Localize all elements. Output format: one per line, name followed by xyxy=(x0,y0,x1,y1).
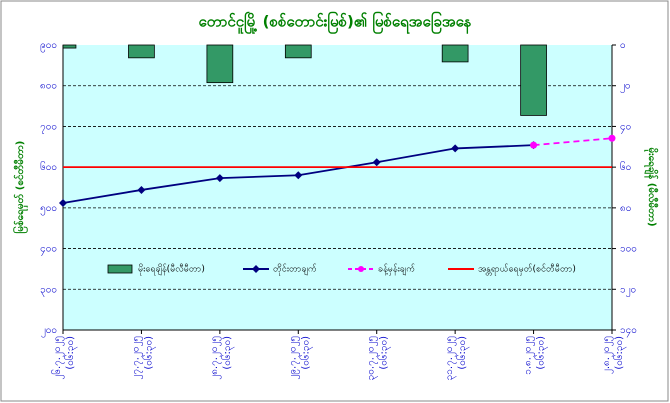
marker xyxy=(608,134,616,142)
x-tick-label: ၂၉.၇.၂၀၂၅ xyxy=(287,336,300,380)
legend-swatch xyxy=(107,264,133,274)
marker xyxy=(294,171,303,180)
x-tick-label: ၂၇.၇.၂၀၂၅ xyxy=(130,336,143,380)
y-tick-label: ၄၀၀ xyxy=(40,244,57,257)
x-tick-time: (၀၆:၃၀) xyxy=(534,336,549,370)
marker xyxy=(530,141,538,149)
marker xyxy=(215,174,224,183)
x-tick-label: ၂၆.၇.၂၀၂၅ xyxy=(50,336,65,380)
y2-tick-label: ၂၀ xyxy=(620,81,631,94)
y2-tick-label: ၀ xyxy=(620,40,626,51)
y-tick-label: ၂၀၀ xyxy=(41,325,57,338)
line xyxy=(533,137,613,147)
y-tick-label: ၅၀၀ xyxy=(40,203,57,216)
y2-tick-label: ၆၀ xyxy=(620,160,631,173)
x-tick-time: (၀၆:၃၀) xyxy=(141,336,156,370)
y2-axis-title: မိုးရေချိန် (မီလီမီတာ) xyxy=(643,147,659,226)
bar xyxy=(520,44,547,116)
bar xyxy=(441,44,469,63)
y2-tick-label: ၄၀ xyxy=(620,121,631,134)
bar xyxy=(284,44,312,59)
y2-tick-label: ၈၀ xyxy=(620,203,631,214)
marker xyxy=(372,158,381,167)
x-tick-label: ၂.၈.၂၀၂၅ xyxy=(601,336,614,374)
y-tick-label: ၆၀၀ xyxy=(40,160,57,173)
bar xyxy=(206,44,234,84)
legend-label: တိုင်းတာချက် xyxy=(273,264,317,276)
y-tick-label: ၈၀၀ xyxy=(40,81,57,92)
y2-tick-label: ၁၀၀ xyxy=(620,244,637,255)
x-tick-label: ၃၁.၇.၂၀၂၅ xyxy=(444,336,457,380)
x-tick-label: ၁.၈.၂၀၂၅ xyxy=(523,336,536,375)
y-tick-label: ၃၀၀ xyxy=(40,284,57,297)
legend-marker xyxy=(252,265,260,273)
x-tick-time: (၀၆:၃၀) xyxy=(455,336,470,370)
marker xyxy=(59,198,67,207)
legend-label: ခန့်မှန်းချက် xyxy=(378,264,416,276)
y-axis-title: မြစ်ရေမှတ် (စင်တီမီတာ) xyxy=(12,141,29,234)
bar xyxy=(62,44,77,49)
y2-tick-label: ၁၂၀ xyxy=(620,284,636,297)
bar xyxy=(128,44,155,59)
marker xyxy=(137,185,146,194)
x-tick-time: (၀၆:၃၀) xyxy=(377,336,392,370)
x-tick-time: (၀၆:၃၀) xyxy=(63,336,78,370)
y-tick-label: ၇၀၀ xyxy=(40,121,57,134)
legend-label: မိုးရေချိန်(မီလီမီတာ) xyxy=(138,264,205,276)
x-tick-time: (၀၆:၃၀) xyxy=(612,336,627,370)
x-tick-label: ၂၈.၇.၂၀၂၅ xyxy=(209,336,222,380)
marker xyxy=(451,144,460,153)
x-tick-time: (၀၆:၃၀) xyxy=(298,336,313,370)
x-tick-time: (၀၆:၃၀) xyxy=(220,336,235,370)
x-tick-label: ၃၀.၇.၂၀၂၅ xyxy=(366,336,379,380)
legend-marker xyxy=(358,266,364,272)
y2-tick-label: ၁၄၀ xyxy=(620,325,637,338)
legend-label: အန္တရာယ်ရေမှတ်(စင်တီမီတာ) xyxy=(478,264,576,276)
y-tick-label: ၉၀၀ xyxy=(40,40,57,53)
